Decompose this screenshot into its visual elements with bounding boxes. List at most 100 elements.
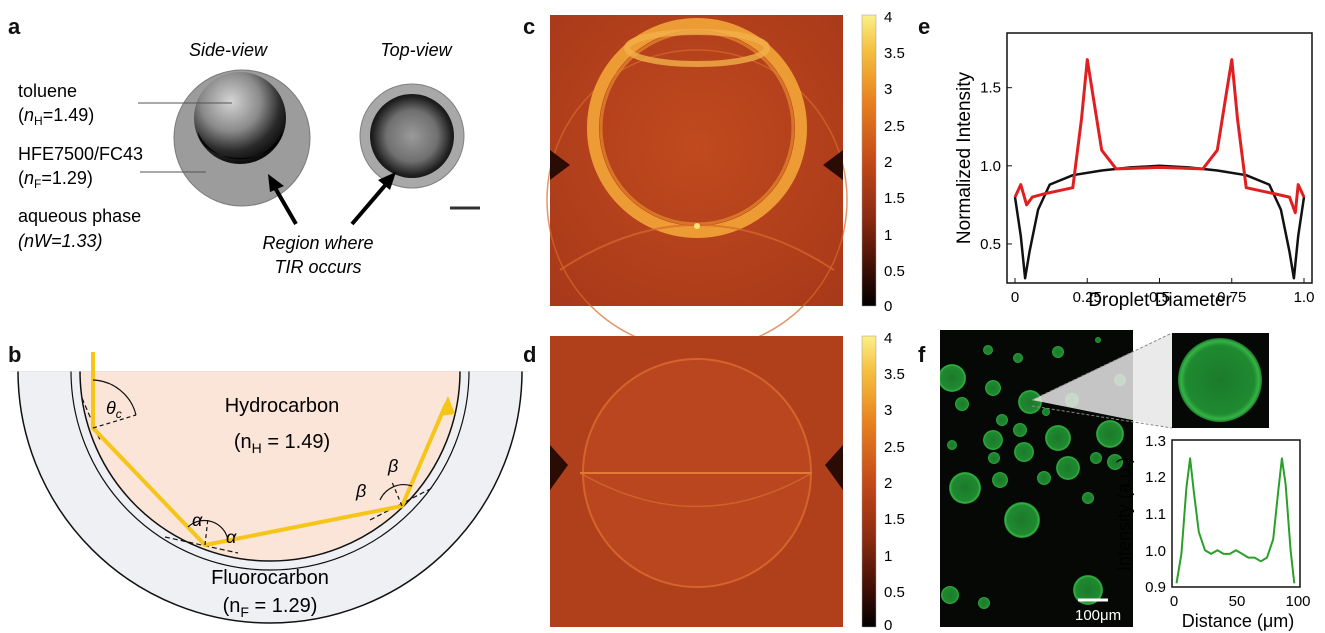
chart-e-xtick-4: 1.0: [1294, 289, 1315, 306]
cbar-c-tick-6: 1: [884, 227, 892, 244]
colorbar-d: 4 3.5 3 2.5 2 1.5 1 0.5 0: [861, 330, 905, 633]
cbar-d-tick-1: 3.5: [884, 366, 905, 383]
green-droplet: [940, 364, 966, 392]
f-xtick-2: 100: [1285, 593, 1310, 610]
top-view-droplet: [359, 83, 465, 189]
toluene-label: toluene: [18, 81, 77, 101]
chart-e-xlabel: Droplet Diameter: [1088, 290, 1232, 311]
green-droplet: [947, 440, 957, 450]
green-droplet: [988, 452, 1000, 464]
green-droplet: [1045, 425, 1071, 451]
f-ytick-1: 1.2: [1145, 469, 1166, 486]
green-droplet: [1095, 337, 1101, 343]
chart-f-series: [1175, 457, 1296, 584]
cbar-d-tick-8: 0: [884, 617, 892, 633]
hydrocarbon-index: (nH = 1.49): [234, 431, 330, 456]
fluorocarbon-label: Fluorocarbon: [211, 567, 329, 589]
tir-region-line2: TIR occurs: [274, 257, 361, 277]
cbar-d-tick-0: 4: [884, 330, 892, 347]
green-droplet: [985, 380, 1001, 396]
cbar-c-tick-4: 2: [884, 154, 892, 171]
panel-b-annotations: θc α α β β Hydrocarbon (nH = 1.49) Fluor…: [81, 352, 455, 620]
chart-e-xtick-2: 0.5: [1149, 289, 1170, 306]
colorbar-d-ticks: 4 3.5 3 2.5 2 1.5 1 0.5 0: [884, 330, 905, 633]
alpha-label-1: α: [192, 510, 203, 530]
green-droplet: [1107, 454, 1123, 470]
green-droplet: [949, 472, 981, 504]
cbar-c-tick-1: 3.5: [884, 45, 905, 62]
cbar-c-tick-2: 3: [884, 81, 892, 98]
chart-f-xticks: 0 50 100: [1170, 593, 1311, 610]
chart-e-xtick-0: 0: [1011, 289, 1019, 306]
tir-region-line1: Region where: [262, 233, 373, 253]
cbar-c-tick-0: 4: [884, 9, 892, 26]
top-view-title: Top-view: [380, 40, 452, 60]
beta-label-2: β: [387, 456, 398, 476]
fluorocarbon-index: (nF = 1.29): [223, 595, 318, 620]
green-droplet: [955, 397, 969, 411]
chart-e-xticks: 0 0.25 0.5 0.75 1.0: [1011, 278, 1315, 306]
panel-a: Side-view Top-view toluene (nH=1.49) HFE…: [18, 40, 480, 277]
tir-arrow-side: [268, 174, 298, 226]
chart-e-frame: [1006, 32, 1313, 284]
alpha-label-2: α: [226, 527, 237, 547]
chart-e-ytick-0: 1.5: [980, 80, 1001, 97]
aqueous-index: (nW=1.33): [18, 231, 103, 251]
panel-label-f: f: [918, 342, 926, 367]
chart-e-ytick-2: 0.5: [980, 236, 1001, 253]
chart-e-series-0: [1013, 164, 1306, 280]
green-droplet: [1018, 390, 1042, 414]
panel-f-chart: 1.3 1.2 1.1 1.0 0.9 0 50 100 Distance (μ…: [1114, 433, 1311, 631]
green-droplet: [1056, 456, 1080, 480]
green-droplet: [1013, 353, 1023, 363]
cbar-c-tick-8: 0: [884, 298, 892, 315]
green-droplet: [1073, 575, 1103, 605]
hydrocarbon-label: Hydrocarbon: [225, 395, 340, 417]
chart-f-yticks: 1.3 1.2 1.1 1.0 0.9: [1145, 433, 1166, 596]
cbar-d-tick-5: 1.5: [884, 511, 905, 528]
green-droplet: [1082, 492, 1094, 504]
panel-d-heatmap: [550, 336, 843, 627]
chart-e-xtick-3: 0.75: [1217, 289, 1246, 306]
panel-f-zoom: [1031, 332, 1269, 429]
f-ytick-4: 0.9: [1145, 579, 1166, 596]
cbar-d-tick-4: 2: [884, 475, 892, 492]
green-droplet: [996, 414, 1008, 426]
f-xtick-0: 0: [1170, 593, 1178, 610]
chart-e-ytick-1: 1.0: [980, 158, 1001, 175]
chart-e-series-1: [1013, 58, 1306, 215]
ray-arrowhead: [439, 396, 455, 416]
hfe-label: HFE7500/FC43: [18, 144, 143, 164]
panel-e-chart: 0 0.25 0.5 0.75 1.0 1.5 1.0 0.5 Droplet Diamet…: [954, 32, 1315, 311]
f-ytick-2: 1.1: [1145, 506, 1166, 523]
green-droplet: [1090, 452, 1102, 464]
colorbar-c-ticks: 4 3.5 3 2.5 2 1.5 1 0.5 0: [884, 9, 905, 315]
chart-e-xtick-1: 0.25: [1073, 289, 1102, 306]
f-xtick-1: 50: [1229, 593, 1246, 610]
f-scalebar-label: 100μm: [1075, 607, 1121, 624]
side-view-droplet: [173, 69, 311, 207]
colorbar-c: 4 3.5 3 2.5 2 1.5 1 0.5 0: [861, 9, 905, 315]
f-ytick-3: 1.0: [1145, 543, 1166, 560]
green-droplet: [1042, 408, 1050, 416]
panel-label-a: a: [8, 14, 21, 39]
green-droplet: [1004, 502, 1040, 538]
aqueous-label: aqueous phase: [18, 206, 141, 226]
tir-arrow-top: [350, 172, 396, 226]
panel-label-c: c: [523, 14, 535, 39]
chart-f-series-0: [1175, 457, 1296, 584]
chart-e-ylabel: Normalized Intensity: [954, 71, 975, 244]
side-view-title: Side-view: [189, 40, 268, 60]
green-droplet: [941, 586, 959, 604]
chart-f-frame: [1171, 439, 1301, 588]
toluene-index: (nH=1.49): [18, 105, 94, 128]
green-droplet: [1013, 423, 1027, 437]
cbar-d-tick-6: 1: [884, 548, 892, 565]
theta-c-label: θc: [106, 398, 122, 421]
panel-label-e: e: [918, 14, 930, 39]
panel-c-heatmap: [546, 15, 848, 351]
panel-label-d: d: [523, 342, 536, 367]
chart-e-yticks: 1.5 1.0 0.5: [980, 80, 1012, 253]
cbar-d-tick-7: 0.5: [884, 584, 905, 601]
